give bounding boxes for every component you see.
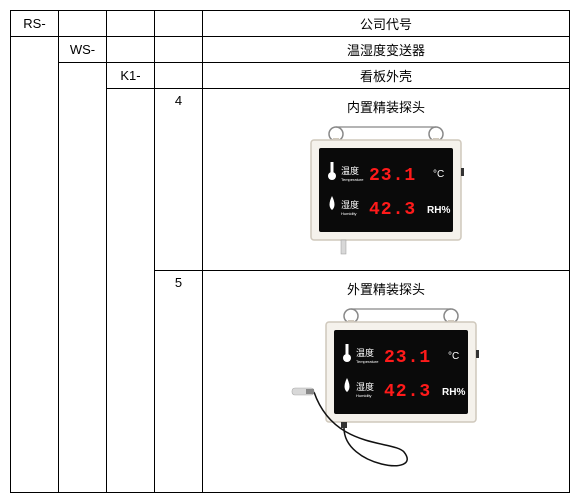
svg-text:温度: 温度 (356, 347, 374, 358)
svg-text:42.3: 42.3 (384, 382, 431, 402)
code-k1: K1- (107, 63, 155, 88)
col3-span (107, 89, 155, 492)
svg-text:湿度: 湿度 (356, 381, 374, 392)
svg-text:23.1: 23.1 (369, 166, 416, 186)
svg-text:°C: °C (448, 351, 459, 362)
code-rs: RS- (11, 11, 59, 36)
svg-text:RH%: RH% (442, 387, 465, 398)
spec-table: RS- 公司代号 WS- 温湿度变送器 K1- (10, 10, 570, 493)
svg-text:42.3: 42.3 (369, 200, 416, 220)
device-internal: 温度Temperature 23.1 °C 湿度Humidity 42.3 RH% (291, 122, 481, 262)
desc-5-cell: 外置精装探头 温度Temperature 23.1 °C 湿度Humidity 42.3… (203, 271, 569, 492)
code-4: 4 (155, 89, 203, 270)
svg-text:Humidity: Humidity (356, 393, 372, 398)
svg-text:温度: 温度 (341, 165, 359, 176)
svg-text:湿度: 湿度 (341, 199, 359, 210)
desc-rs: 公司代号 (203, 11, 569, 36)
svg-text:Temperature: Temperature (356, 359, 379, 364)
desc-k1: 看板外壳 (203, 63, 569, 88)
device-external: 温度Temperature 23.1 °C 湿度Humidity 42.3 RH% (276, 304, 496, 484)
code-5: 5 (155, 271, 203, 492)
col2-span (59, 63, 107, 492)
svg-text:Humidity: Humidity (341, 211, 357, 216)
col1-span (11, 37, 59, 492)
svg-text:23.1: 23.1 (384, 348, 431, 368)
desc-ws: 温湿度变送器 (203, 37, 569, 62)
desc-4: 内置精装探头 (347, 97, 425, 116)
code-ws: WS- (59, 37, 107, 62)
svg-text:Temperature: Temperature (341, 177, 364, 182)
svg-text:RH%: RH% (427, 205, 450, 216)
desc-4-cell: 内置精装探头 温度Temperature 23.1 °C 湿度Humidity 42.3… (203, 89, 569, 270)
desc-5: 外置精装探头 (347, 279, 425, 298)
svg-text:°C: °C (433, 169, 444, 180)
